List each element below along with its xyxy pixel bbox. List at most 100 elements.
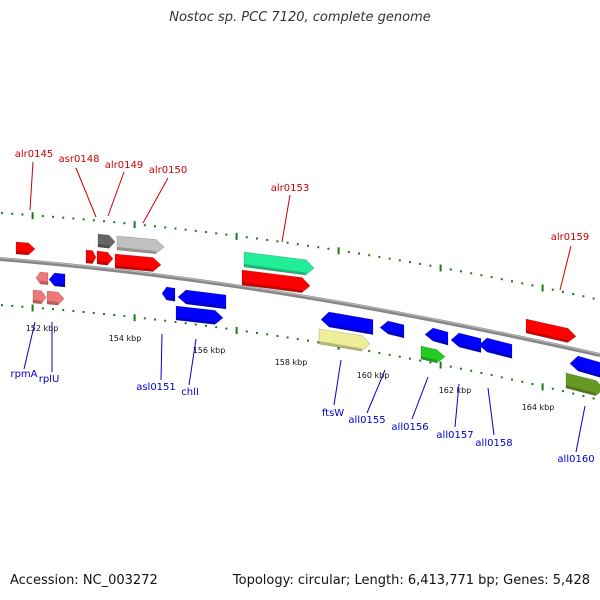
ftsW-gene-arrow: [318, 328, 371, 352]
alr0149-gene-arrow: [97, 233, 116, 249]
minor-tick: [143, 224, 146, 227]
minor-tick: [449, 268, 452, 271]
minor-tick: [72, 217, 75, 220]
asr0148-a-gene-arrow: [85, 249, 97, 265]
minor-tick: [62, 309, 65, 312]
minor-tick: [205, 231, 207, 234]
rplU-gene-arrow: [46, 290, 65, 306]
minor-tick: [276, 334, 279, 337]
minor-tick: [245, 236, 248, 239]
scale-label-7: 164 kbp: [522, 403, 555, 412]
minor-tick: [164, 226, 167, 229]
scale-label-5: 160 kbp: [357, 371, 390, 380]
minor-tick: [82, 310, 85, 313]
minor-tick: [256, 237, 258, 240]
genome-summary-text: Topology: circular; Length: 6,413,771 bp…: [232, 573, 590, 588]
minor-tick: [419, 359, 422, 362]
minor-tick: [154, 225, 156, 228]
accession-text: Accession: NC_003272: [10, 573, 158, 588]
minor-tick: [11, 212, 14, 215]
label-leader-lines: [23, 161, 586, 453]
minor-tick: [113, 314, 116, 317]
all0155-gene-arrow: [379, 320, 405, 339]
minor-tick: [143, 317, 146, 320]
minor-tick: [460, 367, 462, 370]
alr0150-label: alr0150: [149, 165, 187, 176]
minor-tick: [62, 216, 65, 219]
all0160-neighbor-gene-arrow: [569, 355, 600, 378]
rpmA-leader-line: [23, 321, 36, 370]
minor-tick: [398, 355, 401, 358]
major-tick: [31, 304, 34, 312]
all0155-leader-line: [366, 369, 386, 414]
minor-tick: [205, 324, 207, 327]
minor-tick: [378, 351, 381, 354]
all0157-gene-arrow: [420, 345, 446, 364]
major-tick: [235, 326, 238, 334]
minor-tick: [419, 262, 422, 265]
scale-label-3: 156 kbp: [193, 346, 226, 355]
all0160-leader-line: [575, 405, 586, 453]
minor-tick: [480, 371, 483, 374]
minor-tick: [286, 241, 289, 244]
minor-tick: [123, 315, 126, 318]
minor-tick: [164, 319, 167, 322]
minor-tick: [82, 218, 85, 221]
alr0159-gene-arrow: [525, 318, 577, 344]
all0155-label: all0155: [348, 415, 385, 426]
chlI-neighbor-gene-arrow: [175, 305, 224, 325]
asr0148-b-gene-arrow: [96, 250, 114, 266]
major-tick: [439, 264, 442, 272]
minor-tick: [511, 280, 513, 283]
minor-tick: [225, 233, 228, 236]
minor-tick: [123, 222, 126, 225]
rplU-neighbor-b-gene-arrow: [48, 272, 66, 288]
gene-labels: alr0145 asr0148 alr0149 alr0150 alr0153 alr01…: [10, 149, 594, 465]
minor-tick: [409, 261, 411, 264]
asr0148-label: asr0148: [59, 154, 100, 165]
all0158-b-gene-arrow: [478, 337, 513, 359]
alr0153-gene-arrow: [243, 251, 315, 276]
genome-backbone: [0, 257, 600, 357]
alr0150-gene-arrow: [116, 235, 165, 254]
alr0145-gene-arrow: [15, 241, 36, 256]
minor-tick: [429, 361, 432, 364]
minor-tick: [256, 331, 258, 334]
major-tick: [541, 383, 544, 391]
alr0149-leader-line: [107, 171, 125, 217]
minor-tick: [409, 357, 411, 360]
minor-tick: [72, 310, 75, 313]
all0156-gene-arrow: [424, 327, 449, 346]
alr0159-leader-line: [559, 245, 572, 291]
minor-tick: [307, 339, 309, 342]
major-tick: [133, 221, 136, 229]
minor-tick: [194, 323, 197, 326]
all0160-gene-arrow: [565, 372, 600, 397]
minor-tick: [592, 297, 595, 300]
minor-tick: [286, 336, 289, 339]
alr0153-neighbor-gene-arrow: [241, 269, 311, 294]
minor-tick: [103, 220, 105, 223]
minor-tick: [296, 338, 299, 341]
asr0148-leader-line: [75, 167, 97, 218]
minor-tick: [1, 212, 3, 215]
minor-tick: [521, 380, 524, 383]
minor-tick: [194, 229, 197, 232]
major-tick: [337, 247, 340, 255]
minor-tick: [276, 240, 279, 243]
all0157-leader-line: [454, 383, 460, 428]
asl0151-leader-line: [160, 333, 163, 381]
minor-tick: [296, 243, 299, 246]
minor-tick: [347, 250, 350, 253]
minor-tick: [41, 215, 44, 218]
ftsW-label: ftsW: [322, 408, 344, 419]
minor-tick: [582, 394, 585, 397]
rpmA-label: rpmA: [10, 369, 37, 380]
minor-tick: [1, 304, 3, 307]
chlI-label: chlI: [181, 387, 199, 398]
minor-tick: [215, 326, 218, 329]
minor-tick: [174, 320, 177, 323]
minor-tick: [572, 293, 575, 296]
ftsW-neighbor-gene-arrow: [320, 311, 374, 335]
